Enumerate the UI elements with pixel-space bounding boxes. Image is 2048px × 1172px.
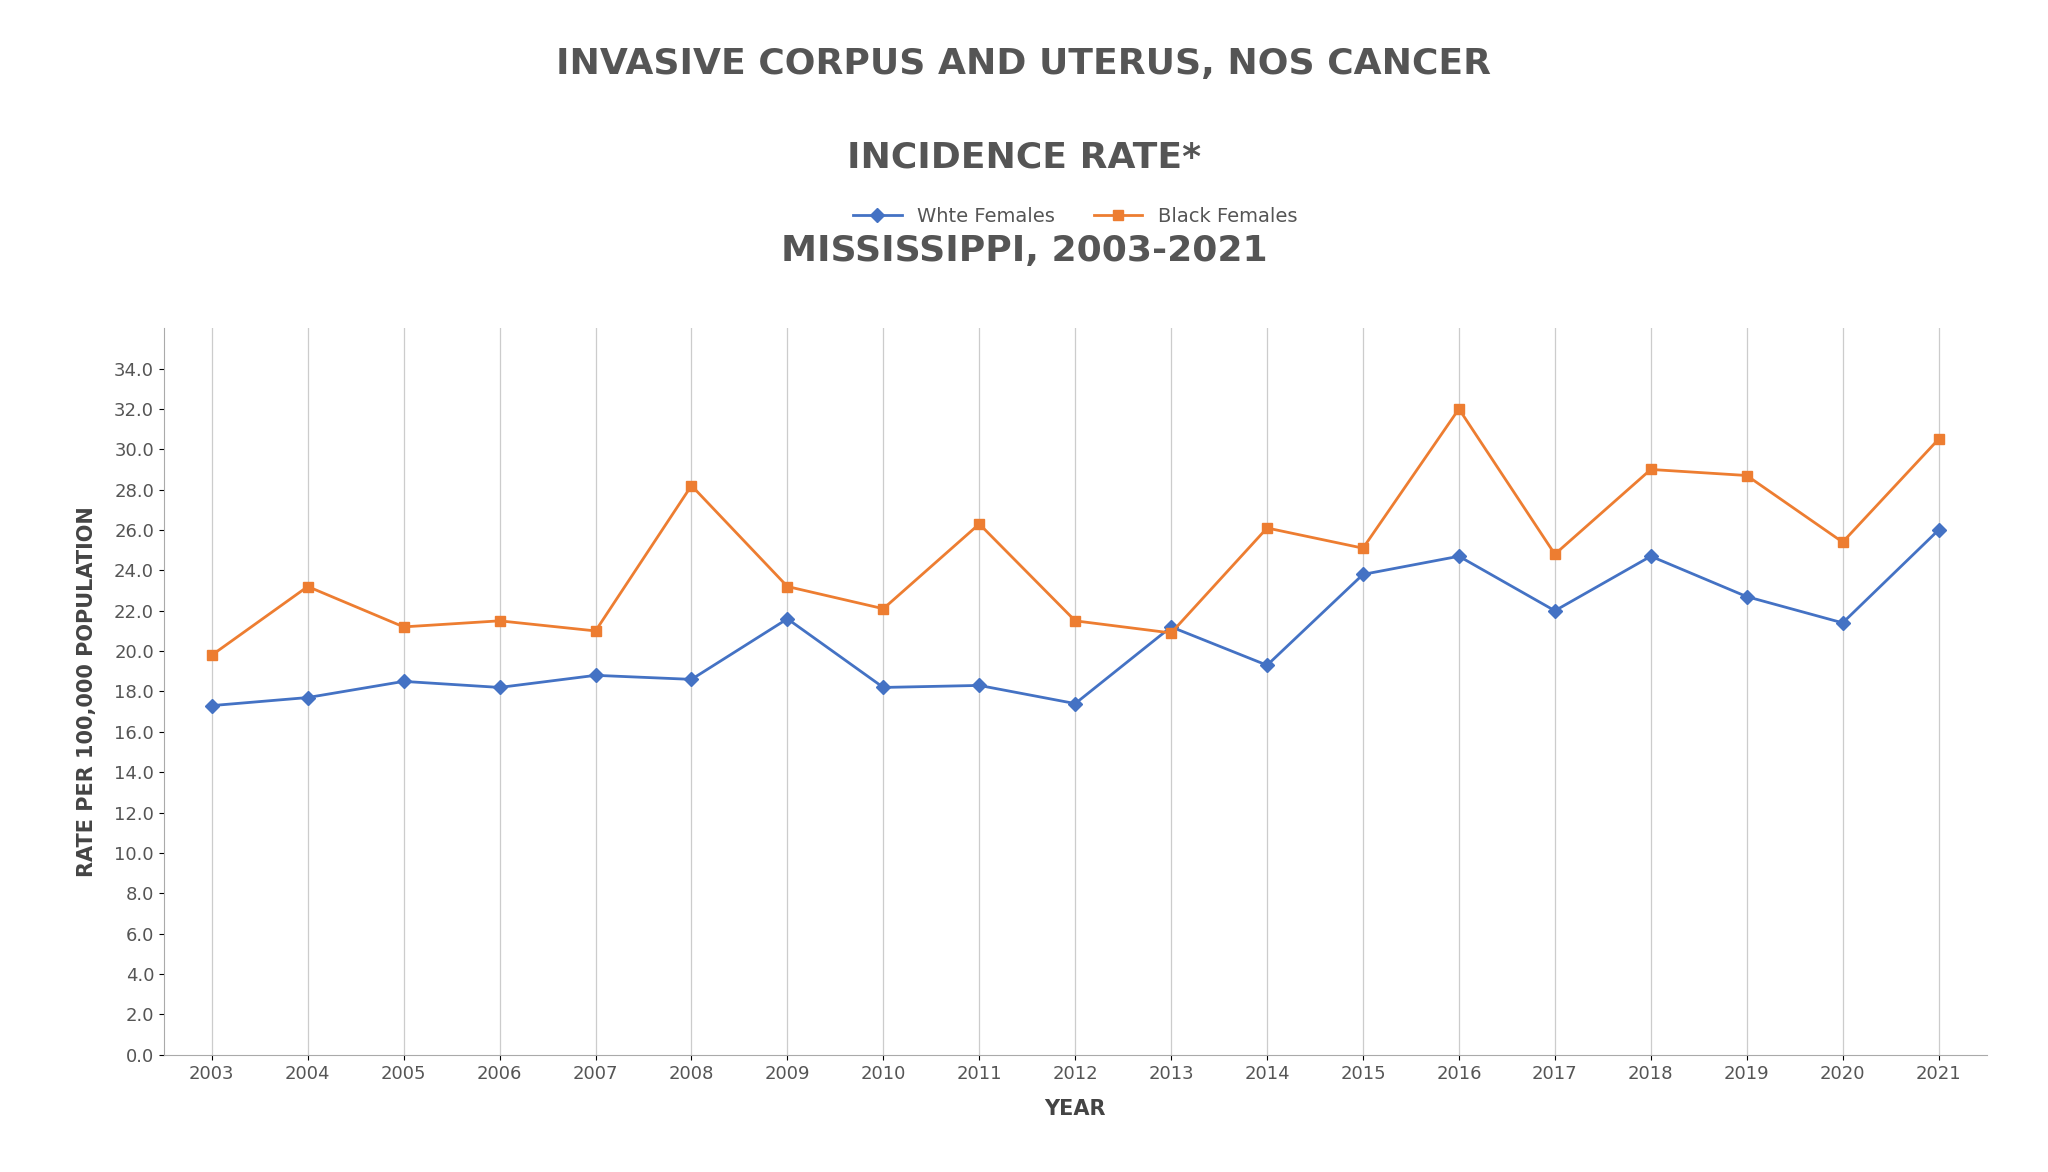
Whte Females — [1831, 615, 1855, 629]
Line: Whte Females: Whte Females — [207, 525, 1944, 710]
Text: MISSISSIPPI, 2003-2021: MISSISSIPPI, 2003-2021 — [780, 234, 1268, 268]
Whte Females — [391, 674, 416, 688]
Black Females — [1446, 402, 1470, 416]
Legend: Whte Females, Black Females: Whte Females, Black Females — [852, 207, 1298, 226]
Whte Females — [1255, 659, 1280, 673]
Black Females — [967, 517, 991, 531]
Black Females — [870, 601, 895, 615]
Black Females — [1255, 522, 1280, 536]
Black Females — [1735, 469, 1759, 483]
Whte Females — [870, 681, 895, 695]
Black Females — [199, 648, 223, 662]
Whte Females — [1446, 550, 1470, 564]
Black Females — [680, 478, 705, 492]
Black Females — [487, 614, 512, 628]
Black Females — [1638, 463, 1663, 477]
Black Females — [1063, 614, 1087, 628]
X-axis label: YEAR: YEAR — [1044, 1099, 1106, 1119]
Black Females — [1542, 547, 1567, 561]
Black Females — [584, 624, 608, 638]
Black Females — [1927, 432, 1952, 447]
Whte Females — [967, 679, 991, 693]
Whte Females — [680, 673, 705, 687]
Whte Females — [199, 699, 223, 713]
Whte Females — [584, 668, 608, 682]
Y-axis label: RATE PER 100,000 POPULATION: RATE PER 100,000 POPULATION — [78, 506, 98, 877]
Black Females — [295, 579, 319, 593]
Black Females — [391, 620, 416, 634]
Whte Females — [774, 612, 799, 626]
Whte Females — [487, 681, 512, 695]
Whte Females — [1735, 590, 1759, 604]
Whte Females — [1159, 620, 1184, 634]
Black Females — [1159, 626, 1184, 640]
Whte Females — [1063, 696, 1087, 710]
Text: INCIDENCE RATE*: INCIDENCE RATE* — [848, 141, 1200, 175]
Text: INVASIVE CORPUS AND UTERUS, NOS CANCER: INVASIVE CORPUS AND UTERUS, NOS CANCER — [557, 47, 1491, 81]
Black Females — [774, 579, 799, 593]
Whte Females — [1927, 523, 1952, 537]
Whte Females — [295, 690, 319, 704]
Black Females — [1831, 536, 1855, 550]
Whte Females — [1638, 550, 1663, 564]
Line: Black Females: Black Females — [207, 404, 1944, 660]
Whte Females — [1352, 567, 1376, 581]
Black Females — [1352, 541, 1376, 556]
Whte Females — [1542, 604, 1567, 618]
